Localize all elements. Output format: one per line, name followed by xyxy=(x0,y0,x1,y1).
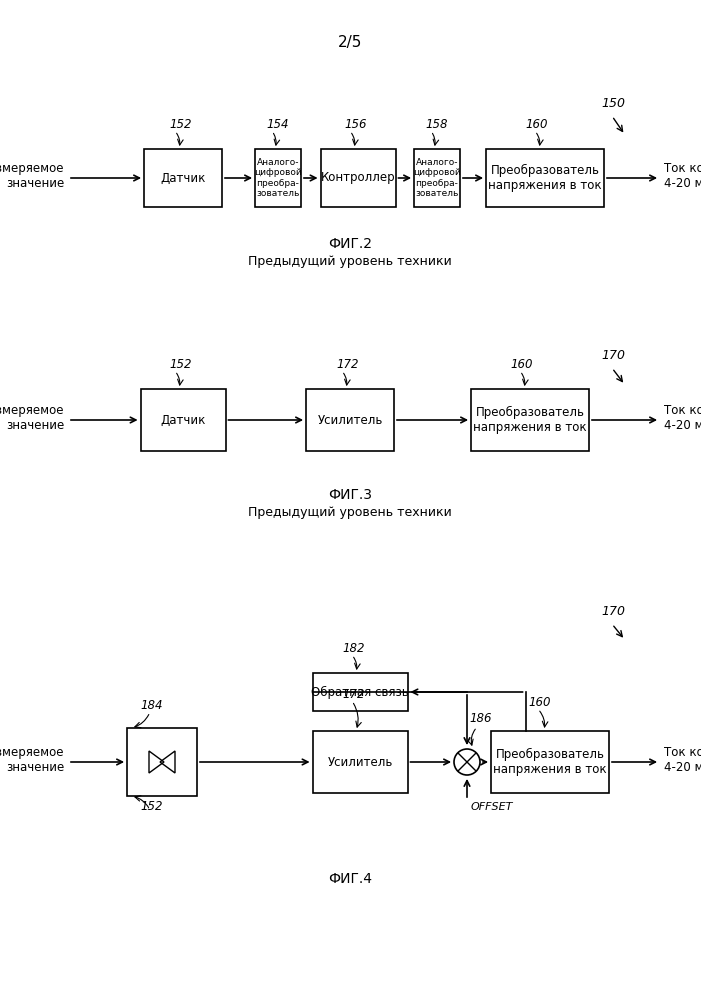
Bar xyxy=(320,149,395,207)
Text: 156: 156 xyxy=(344,118,367,131)
Text: Контроллер: Контроллер xyxy=(320,172,395,185)
Text: Преобразователь
напряжения в ток: Преобразователь напряжения в ток xyxy=(473,406,587,434)
Text: Ток контура
4-20 мА: Ток контура 4-20 мА xyxy=(664,404,701,432)
Text: Обратная связь: Обратная связь xyxy=(311,685,409,698)
Text: 152: 152 xyxy=(140,800,163,813)
Bar xyxy=(313,731,407,793)
Text: Ток контура
4-20 мА: Ток контура 4-20 мА xyxy=(664,162,701,190)
Text: Преобразователь
напряжения в ток: Преобразователь напряжения в ток xyxy=(494,748,607,776)
Bar xyxy=(127,728,197,796)
Text: OFFSET: OFFSET xyxy=(471,802,513,812)
Text: Предыдущий уровень техники: Предыдущий уровень техники xyxy=(248,506,452,519)
Text: 186: 186 xyxy=(469,712,491,725)
Text: 160: 160 xyxy=(510,358,533,371)
Text: Датчик: Датчик xyxy=(161,172,205,185)
Text: 152: 152 xyxy=(169,358,191,371)
Text: 172: 172 xyxy=(336,358,358,371)
Text: Датчик: Датчик xyxy=(161,414,205,427)
Text: Предыдущий уровень техники: Предыдущий уровень техники xyxy=(248,255,452,268)
Bar xyxy=(140,389,226,451)
Text: Измеряемое
значение: Измеряемое значение xyxy=(0,746,64,774)
Text: 150: 150 xyxy=(601,97,625,110)
Text: 154: 154 xyxy=(266,118,289,131)
Text: 160: 160 xyxy=(528,696,550,709)
Text: Измеряемое
значение: Измеряемое значение xyxy=(0,404,64,432)
Text: Измеряемое
значение: Измеряемое значение xyxy=(0,162,64,190)
Bar xyxy=(471,389,589,451)
Text: Усилитель: Усилитель xyxy=(318,414,383,427)
Text: 158: 158 xyxy=(425,118,447,131)
Text: 170: 170 xyxy=(601,349,625,362)
Bar xyxy=(414,149,460,207)
Text: 184: 184 xyxy=(140,699,163,712)
Text: Аналого-
цифровой
преобра-
зователь: Аналого- цифровой преобра- зователь xyxy=(413,158,461,198)
Text: 2/5: 2/5 xyxy=(338,35,362,50)
Bar xyxy=(255,149,301,207)
Text: Преобразователь
напряжения в ток: Преобразователь напряжения в ток xyxy=(488,164,602,192)
Text: Усилитель: Усилитель xyxy=(327,755,393,768)
Text: 172: 172 xyxy=(342,688,365,701)
Bar xyxy=(144,149,222,207)
Text: 182: 182 xyxy=(342,642,365,655)
Bar xyxy=(491,731,609,793)
Text: ФИГ.4: ФИГ.4 xyxy=(328,872,372,886)
Bar xyxy=(313,673,407,711)
Bar xyxy=(306,389,394,451)
Text: ФИГ.3: ФИГ.3 xyxy=(328,488,372,502)
Text: Аналого-
цифровой
преобра-
зователь: Аналого- цифровой преобра- зователь xyxy=(254,158,302,198)
Text: ФИГ.2: ФИГ.2 xyxy=(328,237,372,251)
Bar xyxy=(486,149,604,207)
Text: 152: 152 xyxy=(169,118,191,131)
Text: 160: 160 xyxy=(525,118,547,131)
Text: Ток контура
4-20 мА: Ток контура 4-20 мА xyxy=(664,746,701,774)
Text: 170: 170 xyxy=(601,605,625,618)
